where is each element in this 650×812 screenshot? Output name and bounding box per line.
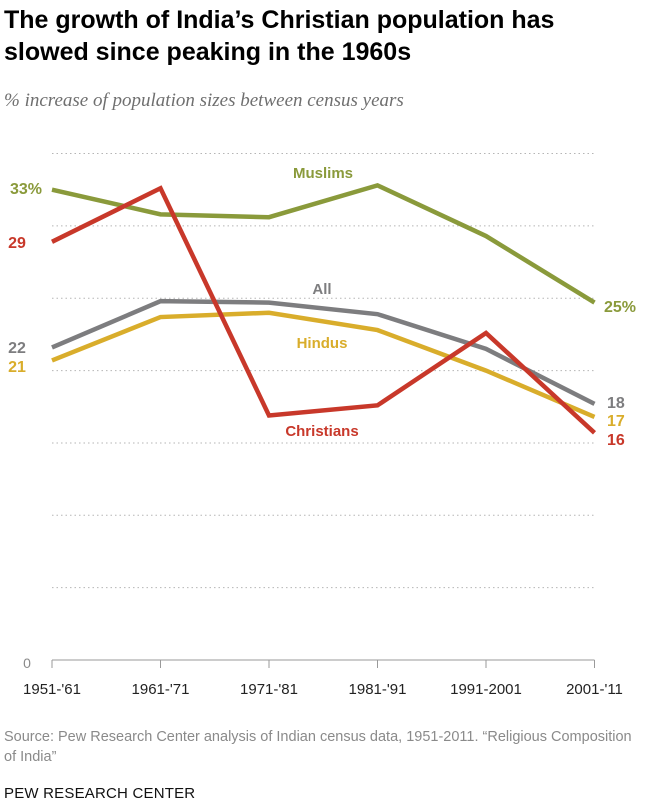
line-chart: 1951-'61 1961-'71 1971-'81 1981-'91 1991-200… xyxy=(8,153,636,698)
start-value-all: 22 xyxy=(8,340,26,357)
x-tick-label: 1951-'61 xyxy=(23,681,81,698)
source-note: Source: Pew Research Center analysis of … xyxy=(4,729,632,765)
series-line-muslims xyxy=(51,182,596,305)
gridlines xyxy=(52,153,595,589)
x-tick-label: 1981-'91 xyxy=(349,681,407,698)
x-tick-label: 2001-'11 xyxy=(566,681,623,698)
end-value-muslims: 25% xyxy=(604,299,636,316)
x-tick-label: 1961-'71 xyxy=(132,681,190,698)
series-name-christians: Christians xyxy=(285,423,358,440)
series-line-christians xyxy=(51,185,597,435)
x-tick-label: 1991-2001 xyxy=(450,681,522,698)
y-tick-label: 0 xyxy=(23,655,31,671)
chart-title: The growth of India’s Christian populati… xyxy=(4,6,555,66)
series-name-all: All xyxy=(312,281,331,298)
start-value-christians: 29 xyxy=(8,235,26,252)
series-line-hindus xyxy=(51,310,596,419)
series-line-all xyxy=(51,298,596,406)
series-labels: Muslims 33% 25% All 22 18 Hindus 21 17 Christians… xyxy=(8,165,636,449)
x-axis: 1951-'61 1961-'71 1971-'81 1981-'91 1991-200… xyxy=(23,655,623,698)
series-name-muslims: Muslims xyxy=(293,165,353,182)
chart-subtitle: % increase of population sizes between c… xyxy=(4,90,404,111)
end-value-christians: 16 xyxy=(607,432,625,449)
series-lines xyxy=(51,182,597,435)
end-value-all: 18 xyxy=(607,395,625,412)
organization-credit: PEW RESEARCH CENTER xyxy=(4,785,196,802)
end-value-hindus: 17 xyxy=(607,413,625,430)
x-tick-label: 1971-'81 xyxy=(240,681,298,698)
start-value-muslims: 33% xyxy=(10,181,42,198)
series-name-hindus: Hindus xyxy=(297,335,348,352)
start-value-hindus: 21 xyxy=(8,359,26,376)
